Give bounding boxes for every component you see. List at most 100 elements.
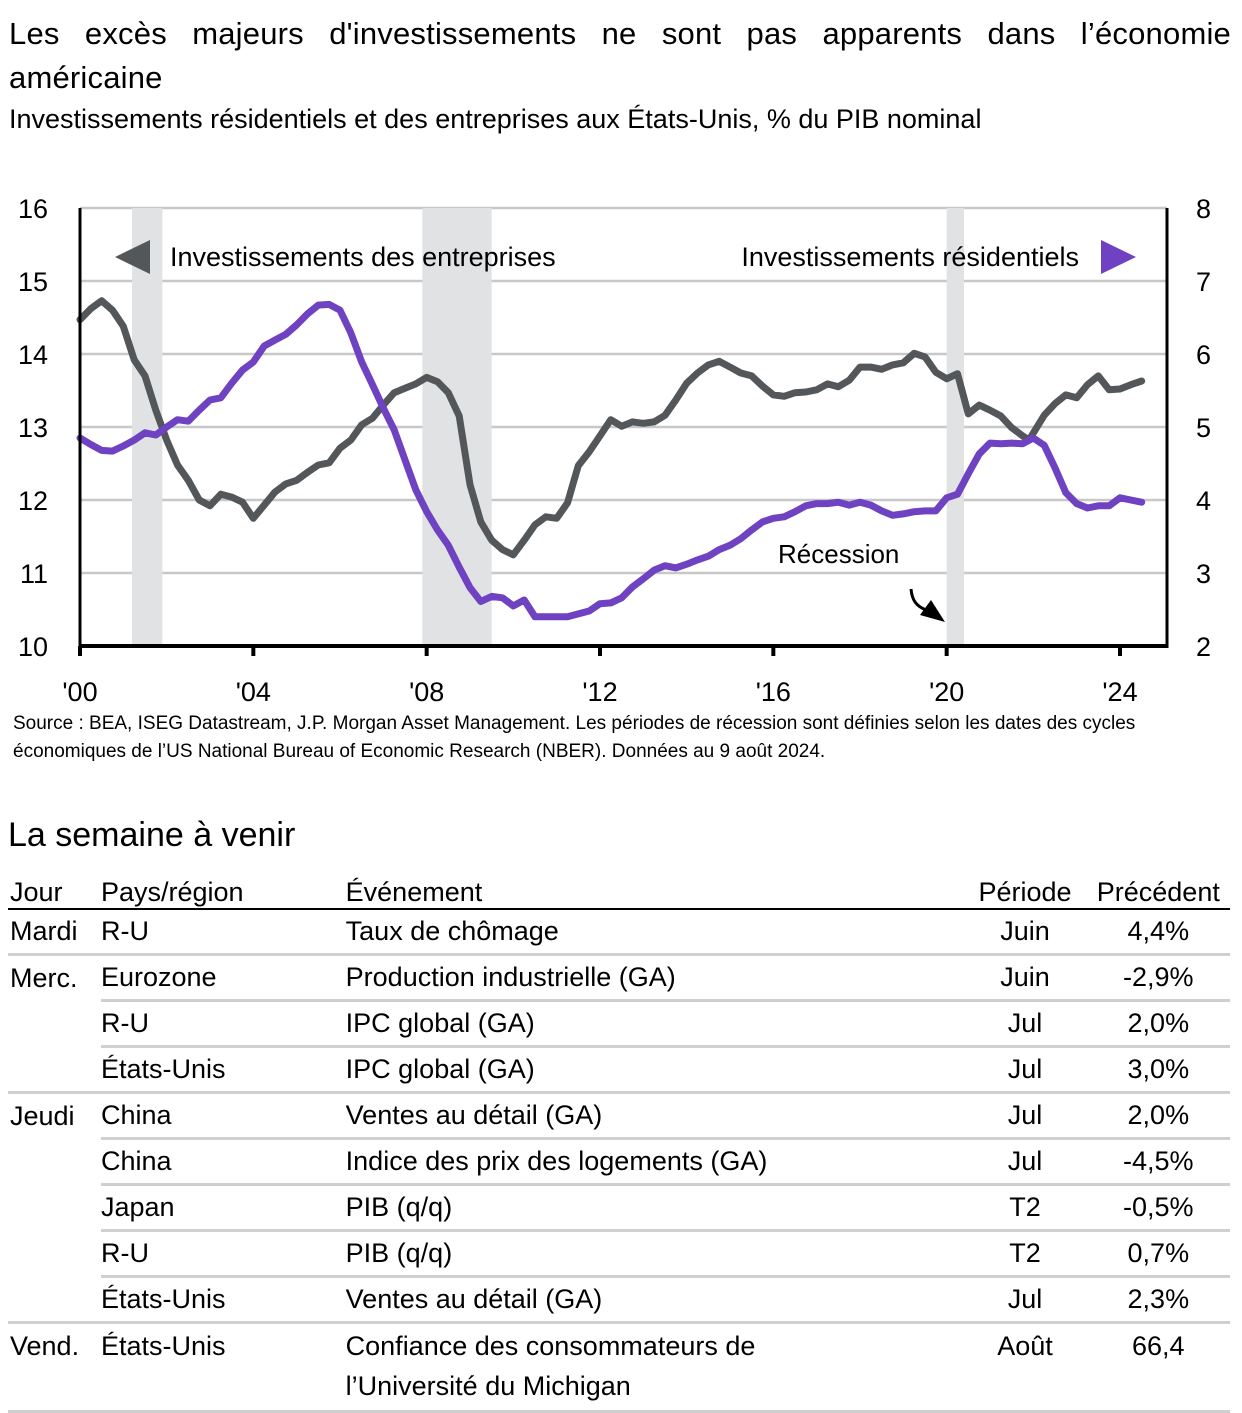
recession-bands <box>132 208 964 646</box>
header-previous: Précédent <box>1086 868 1230 910</box>
x-tick-label: '12 <box>582 677 617 707</box>
row-country: Japan <box>100 1183 346 1231</box>
row-period: Jul <box>963 1091 1087 1139</box>
row-country: États-Unis <box>100 1321 346 1413</box>
recession-arrow-head <box>920 600 945 622</box>
row-period: Août <box>963 1321 1087 1413</box>
x-tick-label: '16 <box>756 677 791 707</box>
row-period: Juin <box>963 953 1087 1001</box>
row-event: Production industrielle (GA) <box>345 953 964 1001</box>
week-ahead-title: La semaine à venir <box>8 816 296 854</box>
y-left-tick-label: 10 <box>18 632 48 662</box>
row-event: PIB (q/q) <box>345 1229 964 1277</box>
row-period: Juin <box>1000 916 1050 946</box>
y-left-tick-label: 13 <box>18 413 48 443</box>
row-event: Taux de chômage <box>345 916 559 946</box>
x-tick-label: '04 <box>236 677 271 707</box>
table-row: Vend. États-Unis Confiance des consommat… <box>8 1321 1230 1413</box>
row-day <box>8 1277 101 1323</box>
residential-legend-marker-right-triangle-icon <box>1101 240 1136 274</box>
axes <box>78 208 1169 656</box>
y-right-tick-label: 3 <box>1196 559 1211 589</box>
table-row: Jeudi China Ventes au détail (GA) Jul 2,… <box>8 1091 1230 1139</box>
table-row: Merc. Eurozone Production industrielle (… <box>8 953 1230 1001</box>
legend: Investissements des entreprises Investis… <box>115 240 1136 274</box>
y-right-tick-label: 7 <box>1196 267 1211 297</box>
row-previous: 66,4 <box>1086 1321 1230 1413</box>
recession-band <box>422 208 492 646</box>
table-row: China Indice des prix des logements (GA)… <box>8 1137 1230 1185</box>
row-day: Vend. <box>8 1321 101 1413</box>
y-right-tick-label: 8 <box>1196 194 1211 224</box>
x-tick-label: '08 <box>409 677 444 707</box>
row-day <box>8 1001 101 1047</box>
x-tick-label: '24 <box>1102 677 1137 707</box>
row-day <box>8 1047 101 1093</box>
row-previous: -4,5% <box>1086 1137 1230 1185</box>
table-row: R-U PIB (q/q) T2 0,7% <box>8 1229 1230 1277</box>
row-country: R-U <box>100 999 346 1047</box>
table-row: Mardi R-U Taux de chômage Juin 4,4% <box>8 909 1230 955</box>
row-day <box>8 1185 101 1231</box>
y-left-tick-label: 12 <box>18 486 48 516</box>
residential-investment-line <box>76 300 1146 621</box>
row-event: PIB (q/q) <box>345 1183 964 1231</box>
row-event: Indice des prix des logements (GA) <box>345 1137 964 1185</box>
row-period: Jul <box>963 999 1087 1047</box>
chart-title: Les excès majeurs d'investissements ne s… <box>9 16 1231 95</box>
y-right-tick-label: 2 <box>1196 632 1211 662</box>
header-country: Pays/région <box>100 868 346 910</box>
chart-subtitle: Investissements résidentiels et des entr… <box>9 104 982 134</box>
x-tick-label: '20 <box>929 677 964 707</box>
y-right-tick-label: 6 <box>1196 340 1211 370</box>
row-previous: 2,3% <box>1086 1275 1230 1323</box>
x-tick-label: '00 <box>62 677 97 707</box>
row-previous: -2,9% <box>1086 953 1230 1001</box>
business-investment-line <box>76 297 1146 559</box>
investment-line-chart: 10 11 12 13 14 15 16 2 3 4 5 6 7 8 '00 '04 '08 '12 '16 '20 '… <box>18 194 1211 707</box>
events-header-row: Jour Pays/région Événement Période Précé… <box>8 868 1230 910</box>
table-row: États-Unis IPC global (GA) Jul 3,0% <box>8 1045 1230 1093</box>
row-country: R-U <box>100 1229 346 1277</box>
row-country: R-U <box>100 916 149 946</box>
row-previous: 2,0% <box>1086 1091 1230 1139</box>
row-event: Confiance des consommateurs de l’Univers… <box>345 1321 964 1413</box>
recession-annotation: Récession <box>778 539 945 622</box>
business-legend-marker-left-triangle-icon <box>115 240 150 274</box>
y-left-tick-label: 11 <box>20 559 48 589</box>
y-left-tick-label: 16 <box>18 194 48 224</box>
row-period: Jul <box>963 1275 1087 1323</box>
row-country: États-Unis <box>100 1045 346 1093</box>
row-day: Mardi <box>10 916 78 946</box>
recession-band <box>132 208 163 646</box>
table-row: R-U IPC global (GA) Jul 2,0% <box>8 999 1230 1047</box>
source-note: Source : BEA, ISEG Datastream, J.P. Morg… <box>13 713 1136 762</box>
row-day <box>8 1139 101 1185</box>
table-row: États-Unis Ventes au détail (GA) Jul 2,3… <box>8 1275 1230 1323</box>
row-country: Eurozone <box>100 953 346 1001</box>
recession-band <box>946 208 964 646</box>
row-event: IPC global (GA) <box>345 999 964 1047</box>
row-previous: 0,7% <box>1086 1229 1230 1277</box>
row-period: T2 <box>963 1183 1087 1231</box>
header-event: Événement <box>345 868 964 910</box>
row-event: Ventes au détail (GA) <box>345 1275 964 1323</box>
legend-residential-label: Investissements résidentiels <box>741 242 1079 272</box>
row-day: Merc. <box>8 953 101 1001</box>
recession-label: Récession <box>778 539 899 569</box>
row-period: T2 <box>963 1229 1087 1277</box>
y-right-tick-label: 5 <box>1196 413 1211 443</box>
row-previous: -0,5% <box>1086 1183 1230 1231</box>
row-previous: 3,0% <box>1086 1045 1230 1093</box>
row-day: Jeudi <box>8 1091 101 1139</box>
tick-labels: 10 11 12 13 14 15 16 2 3 4 5 6 7 8 '00 '04 '08 '12 '16 '20 '… <box>18 194 1211 707</box>
row-period: Jul <box>963 1045 1087 1093</box>
events-table: Jour Pays/région Événement Période Précé… <box>8 868 1230 1413</box>
row-country: China <box>100 1091 346 1139</box>
recession-arrow-icon <box>909 588 927 612</box>
row-event: Ventes au détail (GA) <box>345 1091 964 1139</box>
legend-business-label: Investissements des entreprises <box>170 242 556 272</box>
row-previous: 4,4% <box>1127 916 1190 946</box>
y-left-tick-label: 15 <box>18 267 48 297</box>
row-period: Jul <box>963 1137 1087 1185</box>
